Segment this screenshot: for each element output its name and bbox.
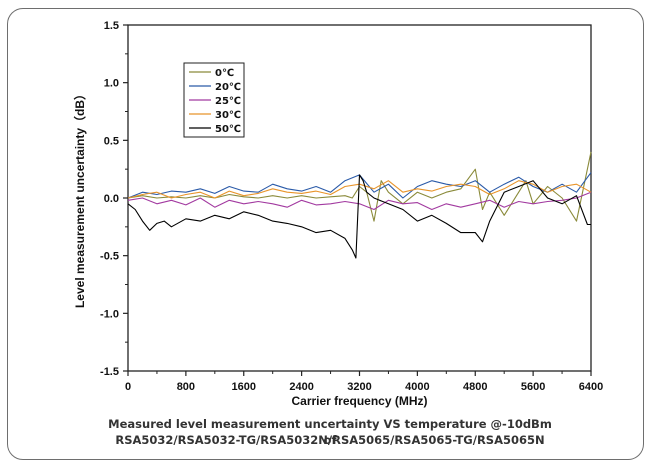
y-tick-label: 0.0 <box>104 193 119 205</box>
legend-label-25c: 25℃ <box>215 96 241 107</box>
legend-label-30c: 30℃ <box>215 110 241 121</box>
x-axis-label: Carrier frequency (MHz) <box>291 394 427 408</box>
y-tick-label: -0.5 <box>100 251 119 263</box>
legend-label-0c: 0℃ <box>215 68 234 79</box>
y-tick-label: 1.0 <box>104 78 119 90</box>
y-axis-label: Level measurement uncertainty（dB） <box>72 88 87 308</box>
x-tick-label: 0 <box>125 381 131 393</box>
y-tick-label: 1.5 <box>104 20 119 32</box>
caption-line-1: Measured level measurement uncertainty V… <box>108 417 552 447</box>
x-tick-label: 4800 <box>463 381 487 393</box>
legend-label-20c: 20℃ <box>215 82 241 93</box>
legend-label-50c: 50℃ <box>215 124 241 135</box>
x-tick-label: 800 <box>177 381 195 393</box>
x-tick-label: 6400 <box>579 381 603 393</box>
y-tick-label: 0.5 <box>104 135 119 147</box>
x-tick-label: 1600 <box>232 381 256 393</box>
x-tick-label: 2400 <box>289 381 313 393</box>
x-tick-label: 3200 <box>347 381 371 393</box>
series-line-25c <box>127 191 592 211</box>
figure-frame <box>7 8 644 460</box>
y-tick-label: -1.0 <box>100 308 119 320</box>
x-tick-label: 5600 <box>521 381 545 393</box>
y-tick-label: -1.5 <box>100 366 119 378</box>
caption-line-2: RSA5032/RSA5032-TG/RSA5032N/RSA5065/RSA5… <box>115 433 545 447</box>
x-tick-label: 4000 <box>405 381 429 393</box>
series-line-50c <box>127 174 591 259</box>
